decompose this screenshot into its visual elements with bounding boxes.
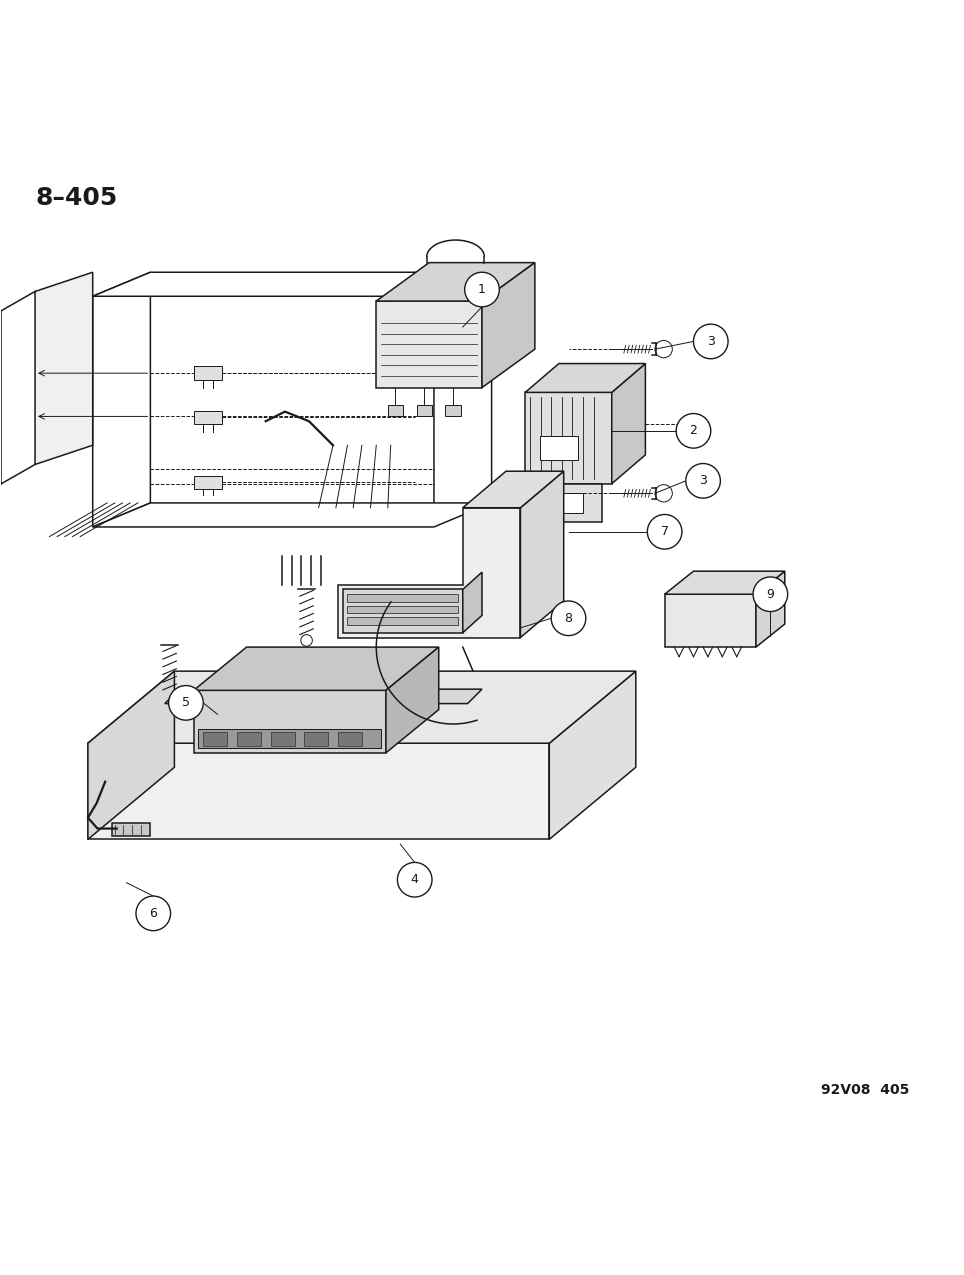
Polygon shape [194, 411, 223, 425]
Polygon shape [388, 405, 403, 417]
Polygon shape [337, 732, 362, 746]
Polygon shape [540, 436, 578, 460]
Polygon shape [165, 690, 232, 704]
Polygon shape [376, 263, 535, 301]
Text: 4: 4 [411, 873, 418, 886]
Circle shape [676, 413, 710, 448]
Polygon shape [376, 301, 482, 388]
Text: 5: 5 [182, 696, 190, 709]
Polygon shape [93, 273, 492, 296]
Circle shape [397, 862, 432, 898]
Polygon shape [194, 366, 223, 380]
Text: 2: 2 [689, 425, 697, 437]
Polygon shape [463, 472, 564, 507]
Polygon shape [535, 483, 602, 523]
Polygon shape [347, 617, 458, 625]
Polygon shape [612, 363, 646, 483]
Polygon shape [88, 743, 549, 839]
Text: 9: 9 [766, 588, 774, 601]
Polygon shape [521, 472, 564, 638]
Text: 3: 3 [707, 335, 714, 348]
Text: 6: 6 [149, 907, 157, 919]
Polygon shape [756, 571, 785, 648]
Text: 92V08  405: 92V08 405 [821, 1082, 910, 1096]
Polygon shape [199, 729, 381, 748]
Text: 3: 3 [699, 474, 707, 487]
Polygon shape [342, 589, 463, 632]
Polygon shape [525, 363, 646, 393]
Polygon shape [194, 476, 223, 488]
Circle shape [753, 578, 788, 612]
Polygon shape [271, 732, 295, 746]
Circle shape [519, 530, 532, 543]
Polygon shape [347, 594, 458, 602]
Polygon shape [386, 648, 439, 752]
Polygon shape [664, 571, 785, 594]
Circle shape [465, 273, 499, 307]
Text: 1: 1 [478, 283, 486, 296]
Circle shape [693, 324, 728, 358]
Text: 8–405: 8–405 [35, 186, 118, 209]
Polygon shape [93, 502, 492, 527]
Text: 8: 8 [565, 612, 573, 625]
Polygon shape [545, 493, 583, 513]
Polygon shape [337, 507, 521, 638]
Polygon shape [281, 690, 347, 704]
Polygon shape [194, 648, 439, 690]
Polygon shape [194, 690, 386, 752]
Circle shape [648, 515, 682, 550]
Polygon shape [305, 732, 328, 746]
Polygon shape [347, 606, 458, 613]
Polygon shape [93, 273, 150, 527]
Polygon shape [416, 405, 432, 417]
Text: 7: 7 [660, 525, 669, 538]
Polygon shape [445, 405, 461, 417]
Polygon shape [664, 594, 756, 648]
Circle shape [551, 601, 586, 635]
Polygon shape [415, 690, 482, 704]
Polygon shape [88, 671, 174, 839]
Circle shape [136, 896, 171, 931]
Polygon shape [88, 671, 636, 743]
Polygon shape [112, 824, 150, 835]
Polygon shape [549, 671, 636, 839]
Polygon shape [237, 732, 261, 746]
Circle shape [169, 686, 203, 720]
Polygon shape [482, 263, 535, 388]
Polygon shape [463, 572, 482, 632]
Polygon shape [434, 273, 492, 523]
Polygon shape [525, 393, 612, 483]
Circle shape [685, 464, 720, 499]
Polygon shape [203, 732, 228, 746]
Polygon shape [35, 273, 93, 464]
